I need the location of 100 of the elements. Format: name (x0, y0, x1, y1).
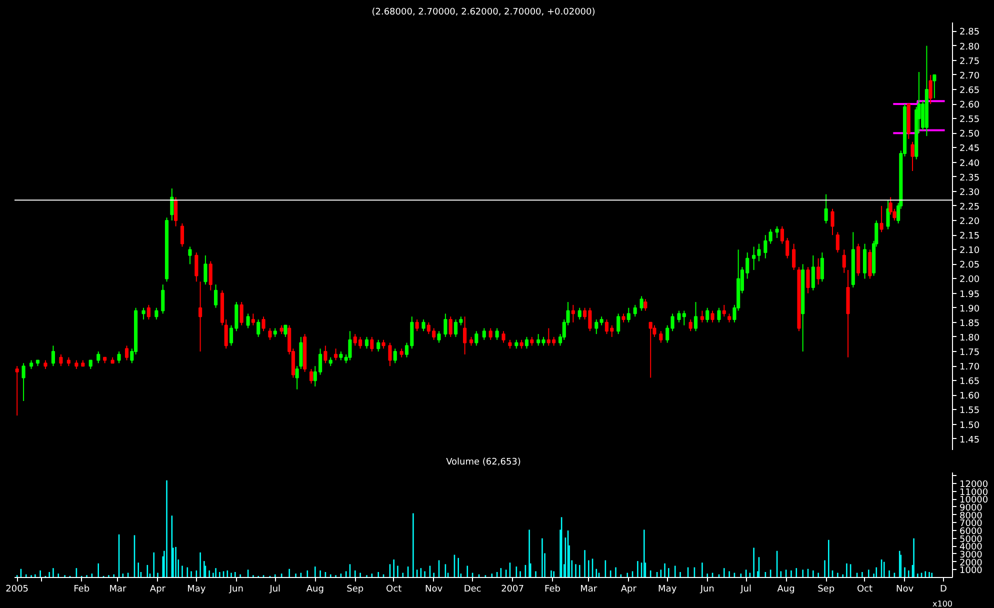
candlestick (299, 336, 303, 370)
candlestick (910, 141, 914, 172)
y-tick-label: 1.70 (960, 362, 980, 373)
candlestick (376, 339, 380, 352)
candlestick (463, 316, 467, 355)
candlestick (194, 252, 198, 282)
x-tick-label: 2005 (6, 584, 29, 594)
candlestick (502, 330, 506, 344)
y-tick-label: 1000 (960, 566, 983, 576)
candlestick (626, 307, 630, 323)
candlestick (764, 234, 768, 259)
candlestick (666, 324, 670, 344)
y-tick-label: 2.40 (960, 158, 980, 169)
candlestick (198, 281, 202, 352)
candlestick (616, 313, 620, 335)
candlestick (117, 351, 121, 364)
x-tick-label: Aug (777, 584, 795, 594)
x-tick-label: Feb (74, 584, 90, 594)
candlestick (932, 74, 936, 99)
candlestick (22, 362, 26, 402)
y-tick-label: 1.75 (960, 348, 980, 358)
candlestick (578, 307, 582, 320)
x-tick-label: D (940, 584, 948, 594)
y-tick-label: 2.05 (960, 260, 980, 271)
candlestick (768, 228, 772, 244)
y-tick-label: 1.80 (960, 333, 980, 344)
candlestick (370, 336, 374, 352)
candlestick (670, 313, 674, 332)
x-tick-label: May (187, 584, 206, 594)
candlestick (688, 318, 692, 332)
candlestick (633, 304, 637, 318)
candlestick (775, 226, 779, 238)
y-tick-label: 2.55 (960, 115, 980, 126)
candlestick (214, 284, 218, 308)
y-tick-label: 1.85 (960, 318, 980, 329)
candlestick (204, 254, 208, 286)
candlestick (524, 336, 529, 350)
candlestick (388, 342, 392, 367)
x-tick-label: Nov (425, 584, 444, 594)
candlestick (348, 330, 352, 361)
x-tick-label: May (658, 584, 678, 594)
candlestick (710, 310, 714, 323)
candlestick (364, 336, 369, 350)
candlestick (880, 205, 884, 233)
y-tick-label: 1.55 (960, 406, 980, 416)
candlestick (251, 313, 255, 326)
candlestick (495, 328, 499, 340)
candlestick (706, 307, 710, 323)
x-tick-label: 2007 (501, 584, 524, 594)
candlestick (174, 196, 178, 227)
candlestick (324, 345, 328, 364)
y-tick-label: 1.45 (960, 435, 980, 446)
candlestick (154, 307, 158, 320)
candlestick (246, 313, 250, 329)
x-tick-label: Jul (268, 584, 281, 594)
y-tick-label: 2.75 (960, 56, 980, 67)
x-tick-label: Jul (740, 584, 752, 594)
candlestick (722, 304, 726, 318)
candlestick (694, 302, 698, 332)
candlestick (142, 307, 146, 320)
candlestick (640, 296, 644, 312)
candlestick (862, 243, 867, 280)
candlestick (15, 366, 19, 416)
candlestick (488, 328, 492, 340)
candlestick (820, 252, 824, 282)
y-tick-label: 2.00 (960, 275, 980, 286)
y-tick-label: 2.50 (960, 130, 980, 140)
y-tick-label: 2.85 (960, 28, 980, 38)
candlestick (700, 310, 704, 323)
candlestick (824, 194, 828, 224)
candlestick (188, 246, 192, 265)
candlestick (792, 243, 796, 270)
candlestick (836, 232, 840, 254)
x-tick-label: Aug (306, 584, 324, 594)
candlestick (124, 345, 129, 361)
x-tick-label: Mar (580, 584, 598, 594)
y-tick-label: 2.25 (960, 202, 980, 212)
x-tick-label: Apr (150, 584, 166, 594)
y-tick-label: 2.65 (960, 86, 980, 96)
candlestick (161, 284, 165, 314)
y-tick-label: 1.95 (960, 290, 980, 300)
candlestick (648, 322, 652, 378)
x-tick-label: Apr (620, 584, 637, 594)
candlestick (717, 307, 721, 323)
candlestick (448, 316, 452, 338)
candlestick (868, 249, 872, 280)
y-tick-label: 2.70 (960, 71, 980, 82)
y-tick-label: 2.15 (960, 232, 980, 242)
x-tick-label: Oct (386, 584, 402, 594)
candlestick (240, 302, 244, 326)
candlestick (842, 249, 846, 274)
candlestick (268, 328, 272, 340)
y-tick-label: 2.20 (960, 216, 980, 227)
x-tick-label: Oct (856, 584, 874, 594)
candlestick (594, 318, 598, 335)
candlestick (437, 330, 441, 344)
candlestick (474, 330, 478, 346)
y-tick-label: 2.80 (960, 42, 980, 52)
candlestick (811, 254, 815, 291)
y-tick-label: 2.45 (960, 144, 980, 154)
